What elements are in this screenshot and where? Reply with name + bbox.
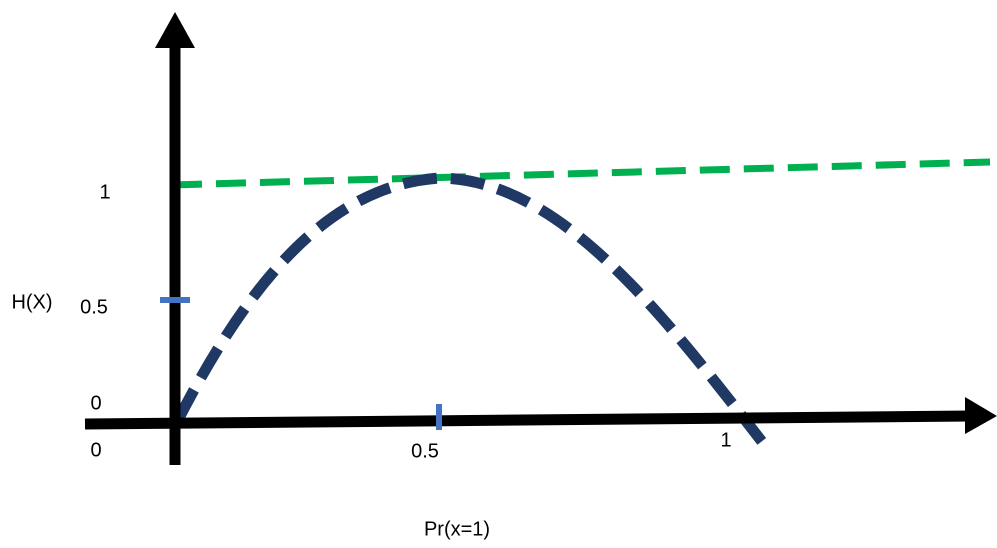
x-axis-label: Pr(x=1)	[424, 518, 490, 540]
x-tick-label: 1	[720, 429, 731, 451]
x-tick-label: 0	[90, 439, 101, 461]
x-axis	[84, 410, 973, 430]
entropy-curve	[173, 172, 775, 456]
y-axis-arrow	[155, 12, 195, 48]
y-axis-label: H(X)	[11, 291, 52, 313]
upper-bound-line	[171, 158, 991, 189]
x-axis-arrow	[965, 397, 997, 434]
y-tick-label: 1	[99, 181, 110, 203]
x-tick-label: 0.5	[411, 440, 439, 462]
y-tick-label: 0	[90, 392, 101, 414]
y-tick-label: 0.5	[80, 296, 108, 318]
